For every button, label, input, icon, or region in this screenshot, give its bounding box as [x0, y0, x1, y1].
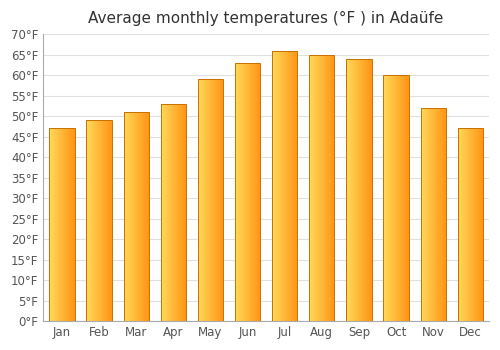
- Bar: [458, 128, 483, 321]
- Bar: [198, 79, 223, 321]
- Bar: [86, 120, 112, 321]
- Bar: [50, 128, 74, 321]
- Title: Average monthly temperatures (°F ) in Adaüfe: Average monthly temperatures (°F ) in Ad…: [88, 11, 444, 26]
- Bar: [384, 75, 408, 321]
- Bar: [272, 51, 297, 321]
- Bar: [420, 108, 446, 321]
- Bar: [160, 104, 186, 321]
- Bar: [124, 112, 149, 321]
- Bar: [235, 63, 260, 321]
- Bar: [309, 55, 334, 321]
- Bar: [346, 59, 372, 321]
